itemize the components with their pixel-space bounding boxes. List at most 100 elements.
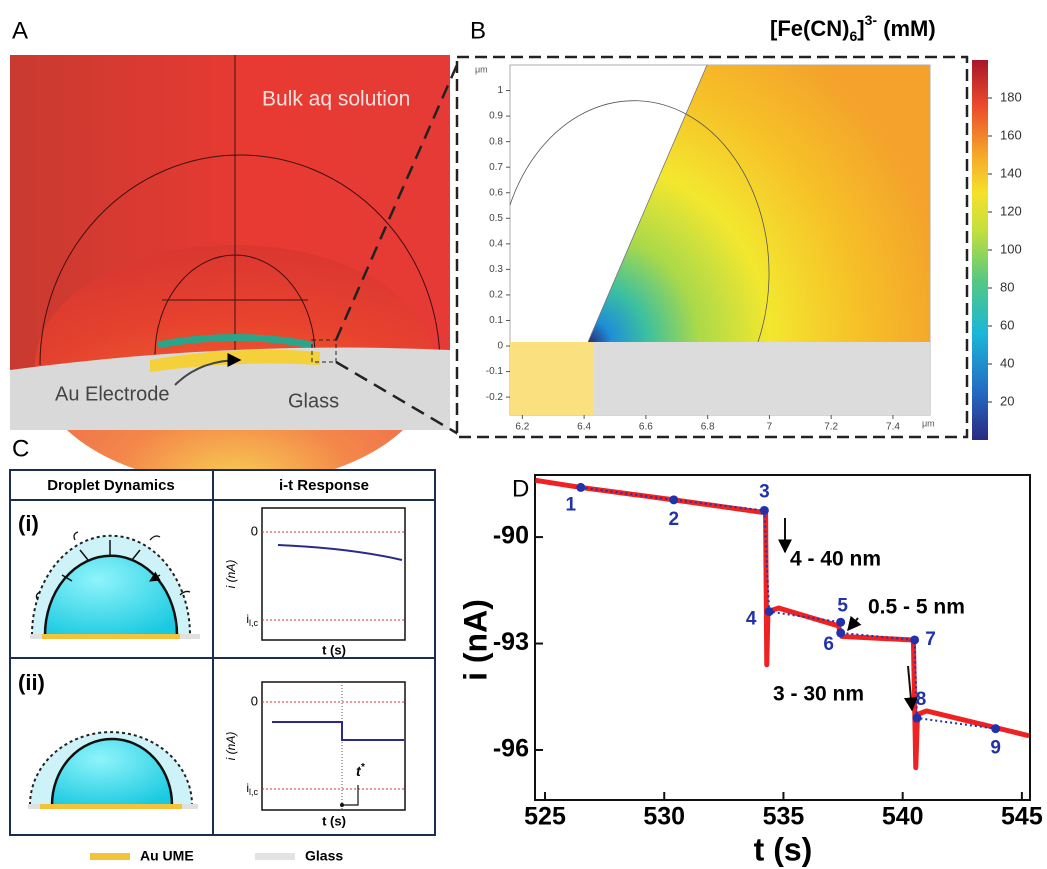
title-subscript: 6 — [849, 28, 857, 44]
glass-region — [594, 342, 930, 415]
panel-label: A — [12, 17, 28, 44]
t-superscript: * — [361, 762, 366, 773]
limit-main: i — [246, 781, 249, 795]
y-tick-label: 0.4 — [489, 238, 503, 249]
zoom-line — [335, 360, 461, 437]
x-tick-label: 530 — [643, 803, 685, 831]
series-line — [535, 477, 1030, 771]
point — [576, 482, 586, 492]
limit-main: i — [246, 612, 249, 626]
colorbar-tick-label: 180 — [1000, 89, 1022, 104]
domain-arc — [39, 154, 441, 366]
panel-label: B — [470, 17, 486, 44]
point — [991, 724, 1001, 734]
colorbar-tick-label: 40 — [1000, 355, 1014, 370]
zero-label: 0 — [251, 523, 258, 538]
t-star-label: t* — [356, 762, 366, 779]
panel-a: A Bulk aq solution Au Electrode Glass — [10, 17, 462, 485]
point — [836, 628, 846, 638]
x-tick-label: 545 — [1001, 803, 1043, 831]
legend-label: Glass — [305, 848, 343, 864]
point — [836, 617, 846, 627]
point-label: 6 — [823, 634, 834, 655]
t-main: t — [356, 763, 362, 779]
plot-frame — [261, 507, 406, 641]
colorbar-title: [Fe(CN)6]3- (mM) — [770, 12, 936, 44]
panel-c: C Droplet Dynamics i-t Response (i) (ii)… — [9, 435, 436, 864]
annotation: 3 - 30 nm — [773, 683, 864, 706]
annotation: 4 - 40 nm — [790, 548, 881, 571]
x-tick-label: 525 — [524, 803, 566, 831]
x-tick-label: 6.2 — [515, 422, 529, 433]
title-part: [Fe(CN) — [770, 16, 849, 41]
legend-label: Au UME — [140, 848, 194, 864]
colorbar-tick-label: 100 — [1000, 241, 1022, 256]
point — [764, 607, 774, 617]
y-tick-label: 0.6 — [489, 187, 503, 198]
colorbar-tick-label: 160 — [1000, 127, 1022, 142]
y-tick-label: 0.1 — [489, 315, 503, 326]
point-label: 5 — [837, 595, 848, 616]
annotation: 0.5 - 5 nm — [868, 596, 965, 619]
y-label: i (nA) — [224, 732, 238, 761]
row-label: (ii) — [18, 670, 45, 695]
point — [912, 713, 922, 723]
point-label: 9 — [990, 738, 1001, 759]
glass-region — [10, 347, 450, 430]
y-tick-label: -93 — [493, 628, 529, 656]
x-unit: μm — [922, 418, 935, 428]
bulk-label: Bulk aq solution — [262, 88, 410, 111]
droplet-film — [157, 334, 313, 349]
evaporation-arrows — [35, 531, 191, 601]
y-unit: μm — [475, 64, 488, 74]
colorbar-tick-label: 80 — [1000, 279, 1014, 294]
point-label: 2 — [668, 509, 679, 530]
x-tick-label: 6.6 — [639, 422, 653, 433]
colorbar-tick-label: 20 — [1000, 393, 1014, 408]
annotation-arrow — [903, 665, 918, 712]
current-trace — [272, 721, 404, 741]
zoom-box — [311, 339, 337, 363]
limit-subscript: l,c — [249, 787, 259, 797]
point — [759, 505, 769, 515]
glass-label: Glass — [288, 390, 339, 412]
y-tick-label: -0.2 — [486, 392, 504, 403]
x-tick-label: 7 — [767, 422, 773, 433]
x-tick-label: 7.2 — [824, 422, 838, 433]
colorbar — [972, 60, 988, 440]
panel-d: D i (nA) t (s) 525 530 535 540 545 -90 -93 -96 1… — [457, 474, 1043, 867]
limit-label: il,c — [246, 612, 258, 628]
legend-swatch — [90, 853, 130, 860]
y-label: i (nA) — [224, 560, 238, 589]
row-label: (i) — [18, 511, 39, 536]
limit-subscript: l,c — [249, 618, 259, 628]
point-label: 4 — [746, 609, 757, 630]
point-label: 7 — [925, 629, 936, 650]
x-label: t (s) — [322, 642, 346, 657]
x-tick-label: 7.4 — [886, 422, 900, 433]
electrode-label: Au Electrode — [55, 383, 170, 405]
x-axis-label: t (s) — [754, 831, 813, 867]
series-line-dotted — [580, 486, 996, 730]
t-star-marker — [340, 803, 344, 807]
point — [910, 635, 920, 645]
y-tick-label: 1 — [497, 85, 503, 96]
electrode — [40, 804, 182, 809]
x-tick-label: 540 — [882, 803, 924, 831]
t-star-bracket — [342, 785, 359, 806]
colorbar-tick-label: 120 — [1000, 203, 1022, 218]
shrink-arrows — [61, 540, 160, 581]
limit-label: il,c — [246, 781, 258, 797]
panel-label: C — [12, 435, 29, 462]
colorbar-tick-label: 140 — [1000, 165, 1022, 180]
y-tick-label: 0.3 — [489, 264, 503, 275]
title-part: (mM) — [877, 16, 936, 41]
y-tick-label: 0.5 — [489, 213, 503, 224]
title-superscript: 3- — [865, 12, 878, 28]
electrode-arrow — [174, 353, 242, 386]
droplet — [50, 737, 174, 806]
y-tick-label: -96 — [493, 735, 529, 763]
electrode-region — [510, 342, 594, 415]
current-trace — [277, 544, 403, 561]
